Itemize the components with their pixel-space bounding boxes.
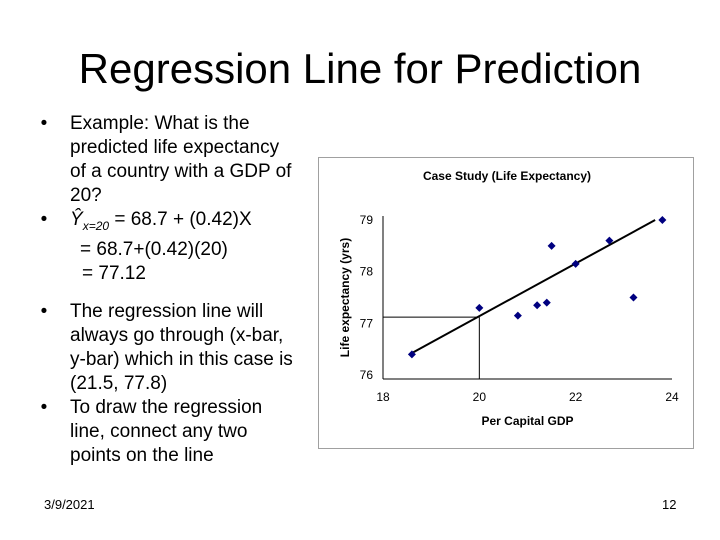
y-hat-symbol: Ŷ [70, 209, 83, 230]
data-point [658, 216, 667, 224]
data-points [407, 216, 667, 359]
text-line: line, connect any two [70, 420, 248, 442]
bullet-draw-line: • To draw the regression line, connect a… [34, 396, 324, 468]
x-tick-labels: 18 20 22 24 [376, 390, 679, 404]
text-line: To draw the regression [70, 396, 263, 418]
bullet-example: • Example: What is the predicted life ex… [34, 112, 324, 208]
data-point [513, 311, 522, 320]
text-line: of a country with a GDP of [70, 161, 292, 182]
data-point [571, 259, 580, 268]
x-axis-label: Per Capital GDP [481, 414, 573, 428]
text-line: y-bar) which in this case is [70, 348, 293, 370]
x-tick-label: 24 [665, 390, 679, 404]
regression-line [409, 219, 656, 356]
footer-date: 3/9/2021 [44, 497, 95, 512]
y-axis-label: Life expectancy (yrs) [338, 238, 352, 357]
bullet-dot-icon: • [40, 300, 48, 322]
bullet-text: The regression line will always go throu… [70, 300, 324, 396]
bullet-list: • Example: What is the predicted life ex… [34, 112, 324, 468]
subscript: x=20 [82, 218, 110, 233]
bullet-text: To draw the regression line, connect any… [70, 396, 324, 468]
y-tick-label: 79 [360, 213, 374, 227]
data-point [542, 298, 551, 307]
equation-text: = 68.7 + (0.42)X [109, 209, 252, 230]
bullet-dot-icon: • [40, 209, 48, 230]
x-tick-label: 22 [569, 390, 583, 404]
page-number: 12 [662, 497, 677, 512]
text-line: always go through (x-bar, [70, 324, 284, 346]
scatter-chart: Case Study (Life Expectancy) 76 77 78 79 18… [318, 157, 694, 449]
text-line: 20? [70, 185, 102, 206]
text-line: (21.5, 77.8) [70, 372, 168, 394]
equation-line: Ŷx=20 = 68.7 + (0.42)X [70, 208, 324, 238]
x-tick-label: 18 [376, 390, 390, 404]
y-tick-labels: 76 77 78 79 [360, 213, 374, 382]
text-line: Example: What is the [70, 113, 250, 134]
prediction-guide [383, 316, 480, 379]
x-tick-label: 20 [473, 390, 487, 404]
text-line: predicted life expectancy [70, 137, 280, 158]
y-tick-label: 78 [360, 265, 374, 279]
y-tick-label: 77 [360, 316, 374, 330]
data-point [605, 236, 614, 245]
equation-step: = 68.7+(0.42)(20) [80, 238, 228, 260]
text-line: points on the line [70, 444, 214, 466]
equation-result: = 77.12 [82, 262, 146, 284]
data-point [629, 293, 638, 302]
data-point [533, 301, 542, 310]
y-tick-label: 76 [360, 368, 374, 382]
data-point [475, 303, 484, 312]
bullet-text: Example: What is the predicted life expe… [70, 112, 324, 208]
data-point [547, 241, 556, 250]
bullet-dot-icon: • [40, 113, 48, 134]
bullet-regression-mean: • The regression line will always go thr… [34, 300, 324, 396]
text-line: The regression line will [70, 300, 264, 322]
bullet-equation: • Ŷx=20 = 68.7 + (0.42)X [34, 208, 324, 238]
slide-title: Regression Line for Prediction [78, 45, 642, 92]
data-point [407, 350, 416, 359]
chart-svg: Case Study (Life Expectancy) 76 77 78 79 18… [338, 169, 679, 428]
bullet-dot-icon: • [40, 396, 48, 418]
chart-title: Case Study (Life Expectancy) [423, 169, 591, 183]
